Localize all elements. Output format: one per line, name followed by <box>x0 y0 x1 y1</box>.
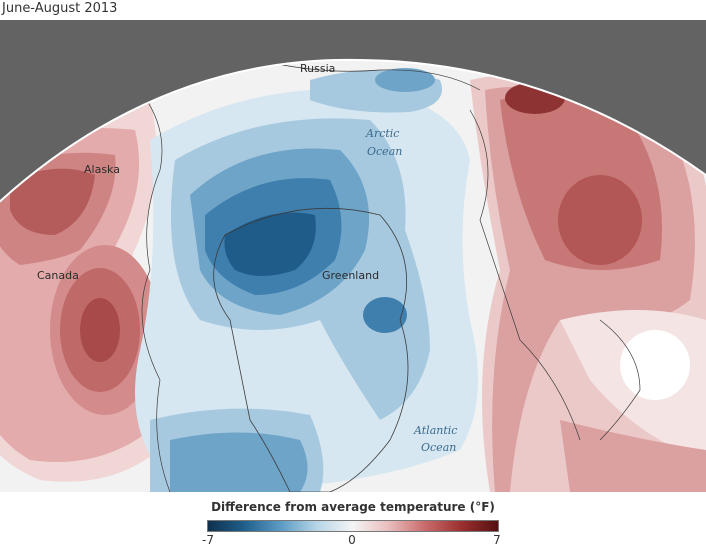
greenland-coastline <box>213 207 409 492</box>
title-bar: June-August 2013 <box>0 0 706 20</box>
globe-edge <box>0 58 706 203</box>
map-title: June-August 2013 <box>2 1 118 16</box>
legend-title: Difference from average temperature (°F) <box>211 500 495 514</box>
label-atlantic-ocean-line2: Ocean <box>421 441 456 454</box>
temperature-anomaly-map: Russia Alaska Canada Greenland Arctic Oc… <box>0 20 706 492</box>
eurasia-coastline <box>469 109 581 441</box>
legend-tick-min: -7 <box>202 533 214 547</box>
label-arctic-ocean-line2: Ocean <box>367 145 402 158</box>
legend-color-scale <box>207 520 499 532</box>
legend-tick-mid: 0 <box>348 533 356 547</box>
label-atlantic-ocean-line1: Atlantic <box>413 424 457 437</box>
anomaly-field <box>0 59 706 492</box>
north-america-coastline <box>129 79 171 492</box>
label-alaska: Alaska <box>84 163 120 176</box>
legend: Difference from average temperature (°F)… <box>0 492 706 553</box>
russia-coastline <box>259 59 481 91</box>
label-russia: Russia <box>300 62 335 75</box>
label-arctic-ocean-line1: Arctic <box>365 127 399 140</box>
label-greenland: Greenland <box>322 269 379 282</box>
label-canada: Canada <box>37 269 79 282</box>
legend-tick-max: 7 <box>493 533 501 547</box>
scandinavia-coastline <box>599 319 641 441</box>
